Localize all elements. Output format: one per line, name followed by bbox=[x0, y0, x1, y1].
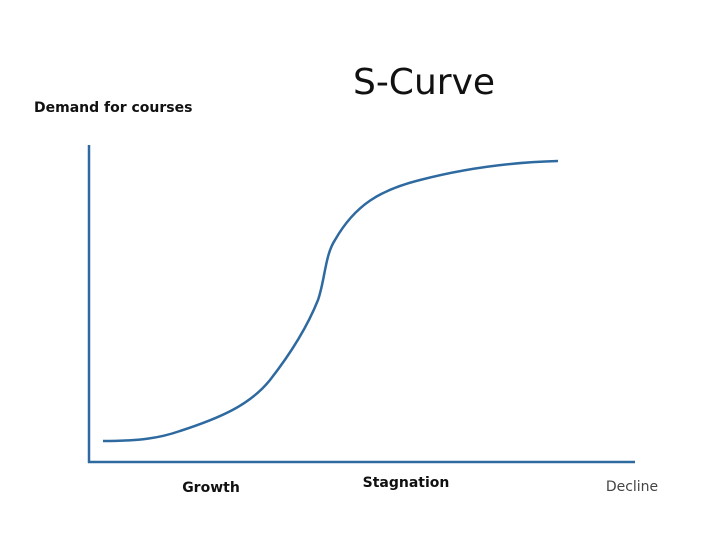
s-curve bbox=[102, 159, 559, 443]
title: S-Curve bbox=[353, 62, 495, 103]
x-axis-label: Decline bbox=[606, 479, 658, 495]
x-axis-label: Stagnation bbox=[363, 475, 450, 491]
y-axis-label: Demand for courses bbox=[34, 100, 192, 116]
x-axis-label: Growth bbox=[182, 480, 240, 496]
